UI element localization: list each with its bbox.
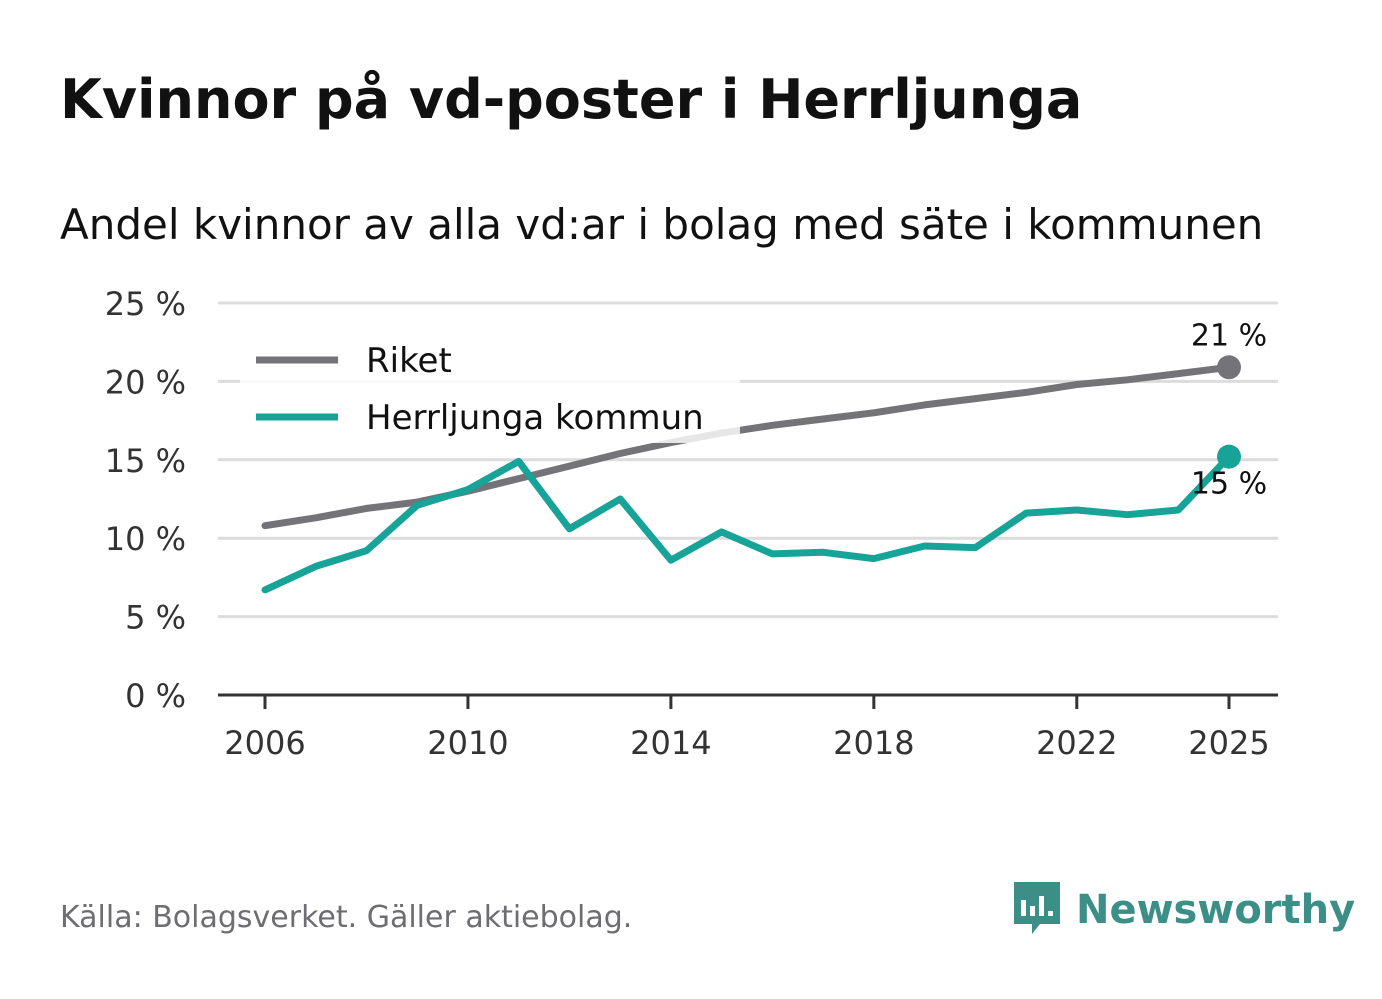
y-tick-label: 15 % [105,442,186,480]
x-tick-label: 2014 [630,724,711,762]
x-tick-label: 2010 [427,724,508,762]
series-end-label: 21 % [1191,318,1267,353]
y-tick-label: 0 % [125,677,186,715]
brand-name: Newsworthy [1076,887,1356,933]
series-end-point [1217,355,1241,380]
y-tick-label: 5 % [125,599,186,637]
series-end-label: 15 % [1191,467,1267,502]
x-tick-label: 2022 [1036,724,1117,762]
legend-label: Riket [366,341,452,381]
series-line-herrljunga [261,453,1233,594]
source-note: Källa: Bolagsverket. Gäller aktiebolag. [60,900,633,935]
chart-title: Kvinnor på vd-poster i Herrljunga [60,68,1083,131]
brand-logo: Newsworthy [1010,878,1355,942]
legend-background [240,325,740,443]
y-tick-label: 25 % [105,285,186,323]
chart-subtitle: Andel kvinnor av alla vd:ar i bolag med … [60,200,1264,249]
series-end-point [1217,444,1241,469]
newsworthy-logo-icon [1010,878,1064,942]
y-tick-label: 10 % [105,520,186,558]
x-tick-label: 2018 [833,724,914,762]
y-tick-label: 20 % [105,363,186,401]
x-tick-label: 2006 [224,724,305,762]
x-tick-label: 2025 [1188,724,1269,762]
legend-label: Herrljunga kommun [366,398,704,438]
